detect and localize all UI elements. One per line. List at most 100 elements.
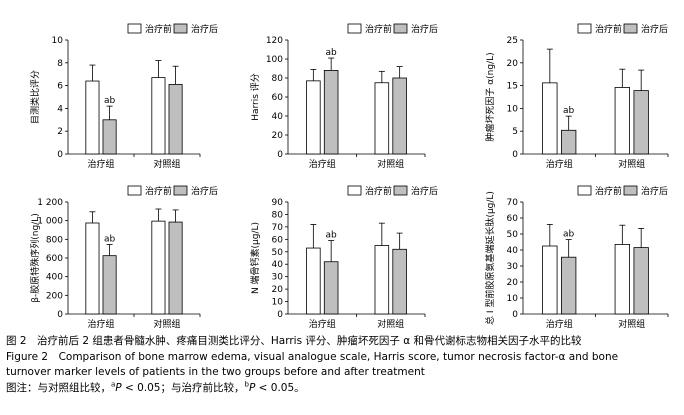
caption-chinese-text: 图 2 治疗前后 2 组患者骨髓水肿、疼痛目测类比评分、Harris 评分、肿瘤… — [6, 335, 582, 347]
significance-label: ab — [104, 234, 116, 244]
chart-panel-5: 治疗前 治疗后 0 10 20 30 40 50 60 70 80 90 N 端骨钙素(μg/L) 治疗组… — [249, 185, 438, 330]
x-tick-label: 治疗组 — [546, 318, 573, 330]
caption-chinese: 图 2 治疗前后 2 组患者骨髓水肿、疼痛目测类比评分、Harris 评分、肿瘤… — [6, 334, 678, 349]
note-p1: P — [115, 382, 122, 394]
y-tick-label: 200 — [46, 291, 63, 301]
y-tick-label: 50 — [507, 230, 519, 240]
y-tick-label: 25 — [507, 36, 518, 46]
significance-label: ab — [326, 48, 338, 58]
legend: 治疗前 治疗后 — [577, 23, 668, 35]
y-tick-label: 0 — [277, 310, 283, 320]
note-mid: < 0.05；与治疗前比较， — [121, 382, 245, 394]
legend: 治疗前 治疗后 — [127, 185, 218, 197]
y-axis-label: Harris 评分 — [250, 73, 261, 121]
y-tick-label: 80 — [272, 210, 284, 220]
y-tick-label: 90 — [272, 198, 284, 208]
bar-before-2 — [151, 220, 166, 315]
x-tick-label: 治疗组 — [309, 158, 336, 170]
y-tick-label: 70 — [507, 198, 519, 208]
significance-label: ab — [326, 231, 338, 241]
bar-after-1 — [561, 256, 577, 315]
bar-after-2 — [168, 84, 183, 155]
note-b: b — [244, 380, 249, 389]
legend-swatch-after — [173, 23, 188, 34]
y-tick-label: 0 — [57, 310, 63, 320]
bar-before-2 — [614, 243, 630, 315]
legend-label-after: 治疗后 — [411, 23, 438, 35]
y-tick-label: 20 — [507, 278, 519, 288]
y-tick-label: 1 200 — [37, 198, 63, 208]
legend-label-after: 治疗后 — [641, 23, 668, 35]
note-end: < 0.05。 — [255, 382, 305, 394]
legend: 治疗前 治疗后 — [347, 185, 438, 197]
bar-after-2 — [168, 221, 183, 315]
y-tick-label: 4 — [57, 104, 63, 114]
significance-label: ab — [104, 96, 116, 106]
y-tick-label: 30 — [272, 273, 284, 283]
bar-after-2 — [633, 247, 649, 315]
y-axis-label: 目测类比评分 — [29, 70, 41, 124]
legend-swatch-before — [127, 185, 142, 196]
y-axis-label: 总 I 型前胶原氨基端延长肽(μg/L) — [484, 191, 496, 325]
bar-before-1 — [542, 245, 558, 315]
legend-swatch-before — [577, 23, 592, 34]
bar-after-1 — [323, 70, 339, 155]
legend-swatch-before — [127, 23, 142, 34]
y-tick-label: 15 — [507, 82, 518, 92]
y-tick-label: 0 — [512, 150, 518, 160]
bar-before-1 — [542, 82, 558, 155]
legend-swatch-before — [347, 185, 362, 196]
bar-after-1 — [102, 255, 117, 315]
y-tick-label: 0 — [57, 150, 63, 160]
y-tick-label: 40 — [272, 112, 284, 122]
y-tick-label: 60 — [272, 93, 284, 103]
bar-before-1 — [85, 222, 100, 315]
bar-before-2 — [614, 87, 630, 155]
y-tick-label: 60 — [507, 214, 519, 224]
chart-panel-4: 治疗前 治疗后 0 200 400 600 800 1 000 1 200 β-胶原特殊序列(ng… — [29, 185, 218, 330]
y-tick-label: 400 — [46, 273, 63, 283]
x-tick-label: 对照组 — [618, 318, 645, 330]
y-tick-label: 10 — [507, 294, 519, 304]
legend: 治疗前 治疗后 — [577, 185, 668, 197]
legend: 治疗前 治疗后 — [127, 23, 218, 35]
caption-note: 图注：与对照组比较，aP < 0.05；与治疗前比较，bP < 0.05。 — [6, 381, 678, 396]
y-tick-label: 40 — [507, 246, 519, 256]
legend: 治疗前 治疗后 — [347, 23, 438, 35]
caption-english: Figure 2 Comparison of bone marrow edema… — [6, 350, 666, 380]
y-tick-label: 70 — [272, 223, 284, 233]
legend-label-after: 治疗后 — [191, 185, 218, 197]
significance-label: ab — [563, 230, 575, 240]
y-tick-label: 10 — [272, 298, 284, 308]
chart-panel-6: 治疗前 治疗后 0 10 20 30 40 50 60 70 总 I 型前胶原氨基端延长肽(μg/L… — [484, 185, 669, 330]
y-tick-label: 20 — [272, 131, 284, 141]
legend-label-after: 治疗后 — [641, 185, 668, 197]
x-tick-label: 治疗组 — [546, 158, 573, 170]
y-axis-label: β-胶原特殊序列(ng/L) — [29, 213, 41, 302]
y-tick-label: 10 — [52, 36, 64, 46]
x-tick-label: 对照组 — [153, 158, 180, 170]
chart-panel-3: 治疗前 治疗后 0 5 10 15 20 25 肿瘤坏死因子 α(ng/L) 治疗组 ab 对照组 — [484, 23, 669, 170]
bar-after-1 — [323, 261, 339, 315]
y-tick-label: 2 — [57, 127, 63, 137]
y-tick-label: 80 — [272, 74, 284, 84]
bar-after-2 — [392, 248, 407, 315]
y-tick-label: 120 — [266, 36, 283, 46]
x-tick-label: 治疗组 — [309, 318, 336, 330]
legend-label-before: 治疗前 — [145, 185, 172, 197]
x-tick-label: 对照组 — [153, 318, 180, 330]
legend-label-before: 治疗前 — [365, 23, 392, 35]
y-tick-label: 50 — [272, 248, 284, 258]
x-tick-label: 对照组 — [618, 158, 645, 170]
y-tick-label: 40 — [272, 260, 284, 270]
legend-label-before: 治疗前 — [595, 185, 622, 197]
bar-before-1 — [306, 80, 321, 155]
y-tick-label: 20 — [507, 59, 519, 69]
y-tick-label: 10 — [507, 104, 519, 114]
legend-swatch-after — [623, 185, 638, 196]
bar-before-1 — [306, 247, 321, 315]
legend-swatch-before — [577, 185, 592, 196]
legend-swatch-before — [347, 23, 362, 34]
